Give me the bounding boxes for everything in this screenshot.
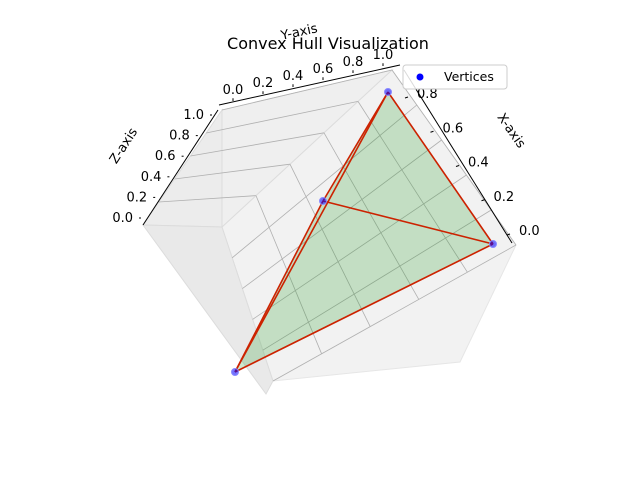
legend: Vertices <box>402 64 508 90</box>
x-axis-ticks: 0.0 0.2 0.4 0.6 0.8 <box>404 87 540 239</box>
tick-label: 0.6 <box>443 121 464 136</box>
tick-label: 0.2 <box>494 190 515 205</box>
y-axis-ticks: 0.0 0.2 0.4 0.6 0.8 1.0 <box>223 48 394 101</box>
tick-label: 0.6 <box>155 149 176 164</box>
grid-line <box>252 174 467 320</box>
hull-edge <box>387 91 494 245</box>
tick-label: 0.0 <box>223 83 244 98</box>
y-axis-line <box>218 64 401 106</box>
z-axis-line <box>142 109 219 226</box>
x-axis-label: X-axis <box>494 111 529 152</box>
grid-line <box>289 164 371 327</box>
grid-line <box>206 101 359 134</box>
tick-label: 1.0 <box>183 108 204 123</box>
grid-line <box>190 132 325 157</box>
tick-label: 0.0 <box>519 224 540 239</box>
hull-face <box>235 92 493 372</box>
vertex-point <box>489 240 497 248</box>
tick-label: 0.2 <box>253 76 274 91</box>
grid-line <box>242 139 442 289</box>
grid-line <box>174 163 291 180</box>
tick-label: 1.0 <box>373 48 394 63</box>
tick-mark <box>455 165 460 167</box>
grid-line <box>272 244 517 382</box>
legend-frame <box>402 64 508 90</box>
hull-edge <box>234 91 389 373</box>
tick-label: 0.8 <box>169 129 190 144</box>
z-axis-label: Z-axis <box>107 125 141 166</box>
grid-line <box>357 101 468 273</box>
grid-line <box>158 195 257 203</box>
legend-label: Vertices <box>444 69 494 84</box>
tick-label: 0.0 <box>112 211 133 226</box>
legend-marker <box>416 73 424 81</box>
axis-lines <box>142 64 513 244</box>
vertex-point <box>231 368 239 376</box>
grid-line <box>221 69 393 111</box>
tick-label: 0.8 <box>343 55 364 70</box>
z-axis-ticks: 0.0 0.2 0.4 0.6 0.8 1.0 <box>112 108 212 226</box>
chart-title: Convex Hull Visualization <box>227 34 429 53</box>
axis-panes <box>141 69 517 395</box>
hull-edge <box>322 200 494 245</box>
tick-label: 0.4 <box>141 170 162 185</box>
x-axis-line <box>403 69 513 244</box>
tick-label: 0.6 <box>313 62 334 77</box>
tick-mark <box>481 199 485 202</box>
hull-edges <box>234 91 494 373</box>
tick-mark <box>404 96 409 99</box>
tick-label: 0.4 <box>468 156 489 171</box>
hull-face <box>235 201 493 372</box>
tick-mark <box>506 233 511 236</box>
pane-left-wall <box>142 108 223 228</box>
tick-label: 0.2 <box>127 190 148 205</box>
hull-edge <box>234 243 494 373</box>
tick-mark <box>430 130 434 133</box>
vertex-point <box>384 88 392 96</box>
vertex-point <box>319 197 327 205</box>
grid-line <box>231 104 418 259</box>
tick-label: 0.8 <box>417 87 438 102</box>
vertex-markers <box>231 88 497 376</box>
tick-label: 0.4 <box>283 69 304 84</box>
grid-line <box>323 132 420 300</box>
